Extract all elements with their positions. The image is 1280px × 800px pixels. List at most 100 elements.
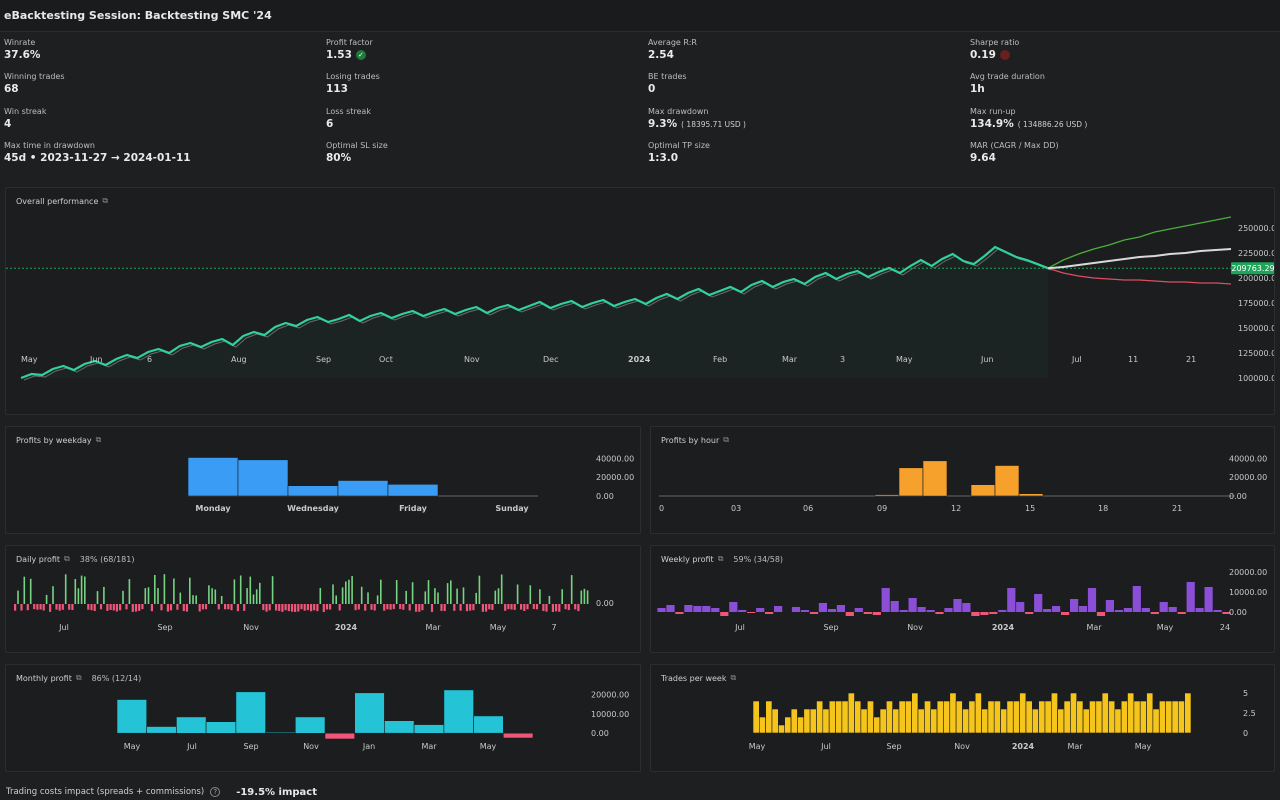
bar <box>532 604 535 609</box>
bar <box>284 604 287 611</box>
bar <box>176 604 179 610</box>
x-tick-label: Aug <box>231 355 247 364</box>
bar <box>898 700 906 734</box>
open-external-icon[interactable]: ⧉ <box>102 196 109 205</box>
bar <box>847 692 855 734</box>
bar <box>1222 612 1231 614</box>
stat-max-time-in-drawdown: Max time in drawdown 45d • 2023-11-27 → 2… <box>4 141 191 164</box>
bar <box>357 604 360 610</box>
profits-by-hour-chart[interactable]: 40000.00 20000.00 0.00 0 03 06 09 12 15 18 21 <box>651 427 1274 533</box>
bar <box>555 604 558 612</box>
stat-value: 134.9% <box>970 118 1014 130</box>
x-tick-label: Dec <box>543 355 558 364</box>
monthly-profit-panel: Monthly profit ⧉ 86% (12/14) 20000.00 10000… <box>5 664 641 772</box>
x-tick-label: 2024 <box>992 623 1015 632</box>
bar <box>281 604 284 612</box>
bar <box>297 604 300 612</box>
bar <box>128 579 131 604</box>
stat-label: Max time in drawdown <box>4 141 95 150</box>
help-icon[interactable]: ? <box>210 787 221 797</box>
bar <box>169 604 173 611</box>
stat-value-row: 0 <box>648 83 687 95</box>
bar <box>1007 588 1016 612</box>
panel-title-text: Profits by hour <box>661 435 720 445</box>
bar <box>446 583 449 604</box>
bar <box>1019 692 1027 734</box>
bar <box>71 604 74 610</box>
x-tick-label: 18 <box>1098 504 1108 513</box>
stat-losing-trades: Losing trades 113 <box>326 72 380 95</box>
bar <box>968 700 976 734</box>
y-tick-label: 150000.00 <box>1238 324 1274 333</box>
x-tick-label: Nov <box>243 623 259 632</box>
bar <box>440 604 443 611</box>
stat-sub-value: ( 134886.26 USD ) <box>1017 119 1088 129</box>
bar <box>115 604 118 612</box>
bar <box>1095 700 1103 734</box>
bar <box>287 485 339 497</box>
bar <box>189 577 191 604</box>
bar <box>809 708 817 734</box>
bar <box>1050 692 1058 734</box>
open-external-icon[interactable]: ⧉ <box>723 435 729 444</box>
x-tick-label: May <box>124 742 141 751</box>
profits-by-weekday-chart[interactable]: 40000.00 20000.00 0.00 Monday Wednesday Frida… <box>6 427 640 533</box>
bar <box>192 595 194 604</box>
bar <box>1186 582 1195 612</box>
daily-profit-chart[interactable]: 0.00 Jul Sep Nov 2024 Mar May 7 <box>6 546 640 652</box>
bar <box>465 604 469 612</box>
stat-value: 0 <box>648 83 656 95</box>
bar <box>1038 700 1046 734</box>
bar <box>370 604 373 610</box>
panel-title-text: Weekly profit <box>661 554 714 564</box>
y-tick-label: 125000.00 <box>1238 349 1274 358</box>
bar <box>348 579 350 604</box>
bar <box>1043 609 1052 612</box>
open-external-icon[interactable]: ⧉ <box>64 554 70 563</box>
bar <box>1052 606 1061 612</box>
weekly-profit-chart[interactable]: 20000.00 10000.00 0.00 Jul Sep Nov 2024 Mar May 2… <box>651 546 1274 652</box>
x-tick-label: 7 <box>551 623 556 632</box>
x-tick-label: Nov <box>954 742 970 751</box>
monthly-profit-chart[interactable]: 20000.00 10000.00 0.00 May Jul Sep Nov Jan Mar Ma… <box>6 665 640 771</box>
overall-performance-chart[interactable]: 250000.00 225000.00 200000.00 175000.00 1500… <box>6 188 1274 414</box>
stat-value: 80% <box>326 152 352 164</box>
bar <box>239 575 242 604</box>
x-tick-label: Sep <box>886 742 901 751</box>
open-external-icon[interactable]: ⧉ <box>95 435 102 444</box>
last-price-badge <box>1231 262 1274 275</box>
bar <box>163 574 166 604</box>
bar <box>863 612 872 614</box>
bar <box>520 604 523 610</box>
bar <box>294 604 297 612</box>
trades-per-week-chart[interactable]: 5 2.5 0 May Jul Sep Nov 2024 Mar May <box>651 665 1274 771</box>
bar <box>898 467 924 497</box>
bar <box>892 708 900 734</box>
bar <box>389 604 392 610</box>
stat-value-row: 0.19 <box>970 49 1019 61</box>
bar <box>1152 708 1160 734</box>
bar <box>157 588 159 604</box>
open-external-icon[interactable]: ⧉ <box>730 673 737 682</box>
bar <box>551 604 554 612</box>
profits-by-hour-panel: Profits by hour ⧉ 40000.00 20000.00 0.00 0 03… <box>650 426 1275 534</box>
bar <box>529 585 532 604</box>
bar <box>980 612 989 615</box>
stat-value-row: 1:3.0 <box>648 152 710 164</box>
y-tick-label: 10000.00 <box>1229 588 1267 597</box>
open-external-icon[interactable]: ⧉ <box>717 554 724 563</box>
open-external-icon[interactable]: ⧉ <box>75 673 82 682</box>
profits-by-hour-title: Profits by hour ⧉ <box>661 435 729 445</box>
stat-win-streak: Win streak 4 <box>4 107 46 130</box>
bar <box>1127 692 1135 734</box>
y-tick-label: 40000.00 <box>596 454 634 463</box>
stat-label: Optimal TP size <box>648 141 710 150</box>
bar <box>816 700 824 734</box>
overall-performance-title: Overall performance ⧉ <box>16 196 108 206</box>
bar <box>488 604 491 610</box>
bar <box>360 586 363 604</box>
bar <box>233 579 236 604</box>
stat-label: Win streak <box>4 107 47 116</box>
y-tick-label: 225000.00 <box>1238 249 1274 258</box>
panel-title-text: Monthly profit <box>16 673 72 683</box>
